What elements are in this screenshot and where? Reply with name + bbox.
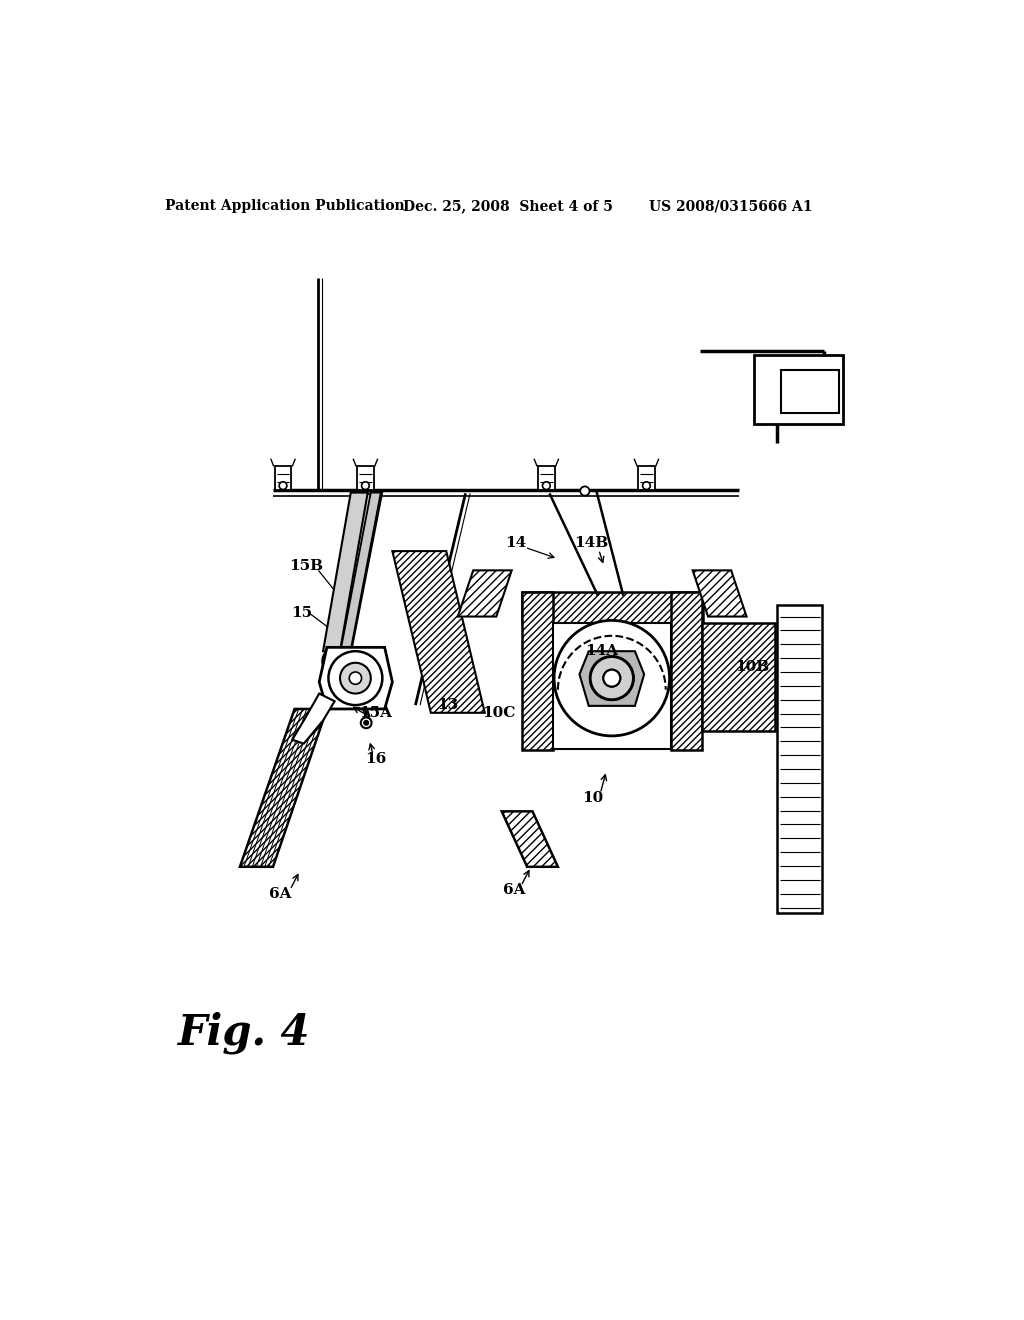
Circle shape	[360, 718, 372, 729]
Polygon shape	[326, 651, 385, 697]
Circle shape	[349, 672, 361, 684]
Bar	[521, 591, 702, 623]
Circle shape	[543, 482, 550, 490]
Circle shape	[581, 487, 590, 496]
Text: Dec. 25, 2008  Sheet 4 of 5: Dec. 25, 2008 Sheet 4 of 5	[402, 199, 612, 213]
Circle shape	[361, 482, 370, 490]
Polygon shape	[692, 570, 746, 616]
Text: 14A: 14A	[586, 644, 618, 659]
Bar	[521, 591, 553, 750]
Text: 15: 15	[291, 606, 312, 619]
Text: 10: 10	[582, 791, 603, 804]
Polygon shape	[240, 709, 327, 867]
Polygon shape	[392, 552, 484, 713]
Polygon shape	[502, 812, 558, 867]
Bar	[538, 466, 555, 490]
Text: Fig. 4: Fig. 4	[178, 1011, 310, 1053]
Text: 13: 13	[437, 698, 459, 711]
Text: 6A: 6A	[269, 887, 292, 900]
Circle shape	[603, 669, 621, 686]
Polygon shape	[292, 693, 335, 743]
Polygon shape	[319, 647, 392, 709]
Polygon shape	[580, 651, 644, 706]
Polygon shape	[458, 570, 512, 616]
Text: 16: 16	[365, 752, 386, 766]
Bar	[701, 623, 775, 730]
Text: US 2008/0315666 A1: US 2008/0315666 A1	[649, 199, 813, 213]
Text: 10B: 10B	[735, 660, 770, 673]
Text: Patent Application Publication: Patent Application Publication	[165, 199, 404, 213]
Bar	[357, 466, 374, 490]
Circle shape	[590, 656, 634, 700]
Text: 14B: 14B	[573, 536, 608, 550]
Circle shape	[643, 482, 650, 490]
Polygon shape	[333, 492, 373, 656]
Text: 6A: 6A	[503, 883, 525, 896]
Text: 15A: 15A	[359, 706, 392, 719]
Polygon shape	[344, 491, 382, 651]
Circle shape	[350, 649, 384, 684]
Bar	[671, 591, 701, 750]
Text: 10C: 10C	[482, 706, 515, 719]
Polygon shape	[341, 492, 381, 649]
Bar	[781, 370, 839, 413]
Bar	[274, 466, 292, 490]
Bar	[755, 355, 843, 424]
Circle shape	[359, 659, 375, 675]
Text: 14: 14	[505, 536, 526, 550]
Circle shape	[329, 651, 382, 705]
Bar	[553, 623, 671, 748]
Circle shape	[280, 482, 287, 490]
Circle shape	[323, 647, 350, 675]
Polygon shape	[323, 492, 368, 651]
Circle shape	[554, 620, 670, 737]
Circle shape	[364, 721, 369, 725]
Bar	[777, 605, 822, 913]
Circle shape	[603, 669, 621, 686]
Circle shape	[340, 663, 371, 693]
Text: 15B: 15B	[289, 560, 324, 573]
Circle shape	[590, 656, 634, 700]
Bar	[638, 466, 655, 490]
